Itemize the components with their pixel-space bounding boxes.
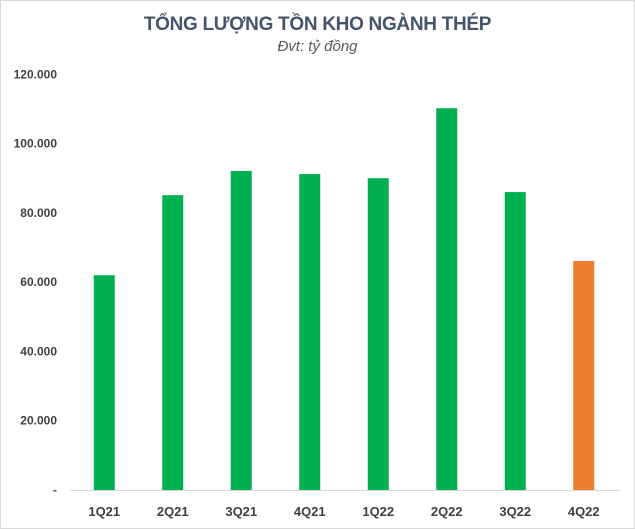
y-tick-label: 100.000 <box>14 137 58 151</box>
bar-3Q21 <box>230 170 252 490</box>
bar-4Q22 <box>573 261 595 490</box>
y-tick-label: 80.000 <box>20 206 57 220</box>
y-tick-label: 60.000 <box>20 275 57 289</box>
x-tick-label: 4Q21 <box>294 504 326 519</box>
bar-3Q22 <box>504 192 526 490</box>
x-tick-label: 4Q22 <box>568 504 600 519</box>
chart-subtitle: Đvt: tỷ đồng <box>277 38 358 55</box>
y-tick-label: 20.000 <box>20 414 57 428</box>
bar-2Q21 <box>162 195 184 491</box>
bar-1Q22 <box>367 178 389 490</box>
x-tick-label: 1Q21 <box>88 504 120 519</box>
x-tick-label: 2Q22 <box>431 504 463 519</box>
x-tick-label: 2Q21 <box>157 504 189 519</box>
x-tick-label: 3Q22 <box>499 504 531 519</box>
bar-4Q21 <box>299 174 321 490</box>
x-tick-label: 3Q21 <box>225 504 257 519</box>
x-tick-label: 1Q22 <box>362 504 394 519</box>
chart-title: TỔNG LƯỢNG TỒN KHO NGÀNH THÉP <box>143 14 492 35</box>
bar-1Q21 <box>93 275 115 490</box>
y-tick-label: - <box>53 483 57 497</box>
bar-2Q22 <box>436 108 458 490</box>
y-tick-label: 120.000 <box>14 67 58 81</box>
y-tick-label: 40.000 <box>20 344 57 358</box>
